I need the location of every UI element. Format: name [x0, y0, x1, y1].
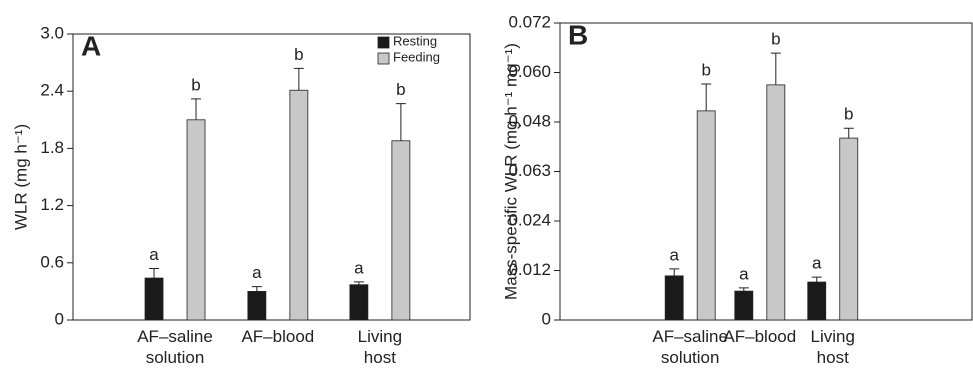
- y-tick-label: 0.063: [508, 161, 551, 180]
- significance-letter: a: [739, 264, 749, 283]
- x-tick-label-line: host: [817, 348, 849, 367]
- x-tick-label-line: Living: [358, 327, 402, 346]
- bar: [289, 89, 309, 321]
- plot-frame: [559, 22, 973, 321]
- x-tick-label: Living host: [358, 327, 402, 367]
- error-bar: [843, 127, 854, 139]
- significance-letter: b: [191, 75, 200, 94]
- error-bar: [738, 287, 749, 292]
- x-tick-label: AF–blood: [241, 327, 314, 346]
- error-bar: [149, 268, 160, 279]
- x-tick-label-line: solution: [146, 348, 205, 367]
- x-tick-label: Living host: [811, 327, 855, 367]
- error-bar: [811, 276, 822, 283]
- y-tick-label: 3.0: [40, 23, 64, 42]
- y-axis-label: WLR (mg h⁻¹): [11, 124, 30, 230]
- significance-letter: b: [771, 30, 780, 49]
- y-axis-label: Mass-specific WLR (mg h⁻¹ mg⁻¹): [501, 43, 520, 300]
- error-bar: [251, 286, 262, 292]
- error-bar: [770, 52, 781, 85]
- x-tick-label-line: AF–saline: [652, 327, 728, 346]
- y-tick-label: 2.4: [40, 81, 64, 100]
- bar: [349, 284, 369, 321]
- x-tick-label: AF–saline solution: [652, 327, 728, 367]
- x-tick-label-line: host: [364, 348, 396, 367]
- y-tick-label: 0.6: [40, 252, 64, 271]
- significance-letter: b: [294, 45, 303, 64]
- x-tick-label-line: AF–blood: [723, 327, 796, 346]
- legend-label: Resting: [393, 33, 437, 48]
- x-tick-label: AF–blood: [723, 327, 796, 346]
- bar: [664, 275, 684, 321]
- bar: [186, 119, 206, 321]
- bar: [807, 281, 827, 321]
- x-tick-label-line: AF–saline: [137, 327, 213, 346]
- error-bar: [701, 83, 712, 111]
- bar: [766, 84, 786, 321]
- plot-frame: [72, 33, 471, 321]
- bar: [391, 140, 411, 321]
- bar: [144, 277, 164, 321]
- x-tick-label-line: solution: [661, 348, 720, 367]
- significance-letter: a: [354, 258, 364, 277]
- error-bar: [395, 103, 406, 141]
- significance-letter: a: [149, 245, 159, 264]
- panel-label: B: [568, 19, 588, 50]
- error-bar: [191, 98, 202, 120]
- y-tick-label: 0.048: [508, 111, 551, 130]
- x-tick-label: AF–saline solution: [137, 327, 213, 367]
- error-bar: [669, 268, 680, 276]
- legend-swatch: [377, 36, 390, 49]
- error-bar: [353, 281, 364, 285]
- y-tick-label: 1.2: [40, 195, 64, 214]
- y-tick-label: 0: [55, 309, 64, 328]
- error-bar: [293, 67, 304, 91]
- bar: [734, 290, 754, 321]
- significance-letter: a: [812, 254, 822, 273]
- y-tick-label: 0: [542, 309, 551, 328]
- significance-letter: a: [669, 245, 679, 264]
- legend-label: Feeding: [393, 49, 440, 64]
- y-tick-label: 0.012: [508, 260, 551, 279]
- significance-letter: a: [252, 263, 262, 282]
- bar: [839, 137, 859, 321]
- significance-letter: b: [844, 105, 853, 124]
- y-tick-label: 0.024: [508, 210, 551, 229]
- significance-letter: b: [701, 61, 710, 80]
- legend-swatch: [377, 52, 390, 65]
- x-tick-label-line: Living: [811, 327, 855, 346]
- bar: [247, 290, 267, 321]
- y-tick-label: 0.060: [508, 62, 551, 81]
- bar: [696, 110, 716, 321]
- x-tick-label-line: AF–blood: [241, 327, 314, 346]
- y-tick-label: 1.8: [40, 138, 64, 157]
- significance-letter: b: [396, 80, 405, 99]
- panel-label: A: [81, 30, 101, 61]
- y-tick-label: 0.072: [508, 12, 551, 31]
